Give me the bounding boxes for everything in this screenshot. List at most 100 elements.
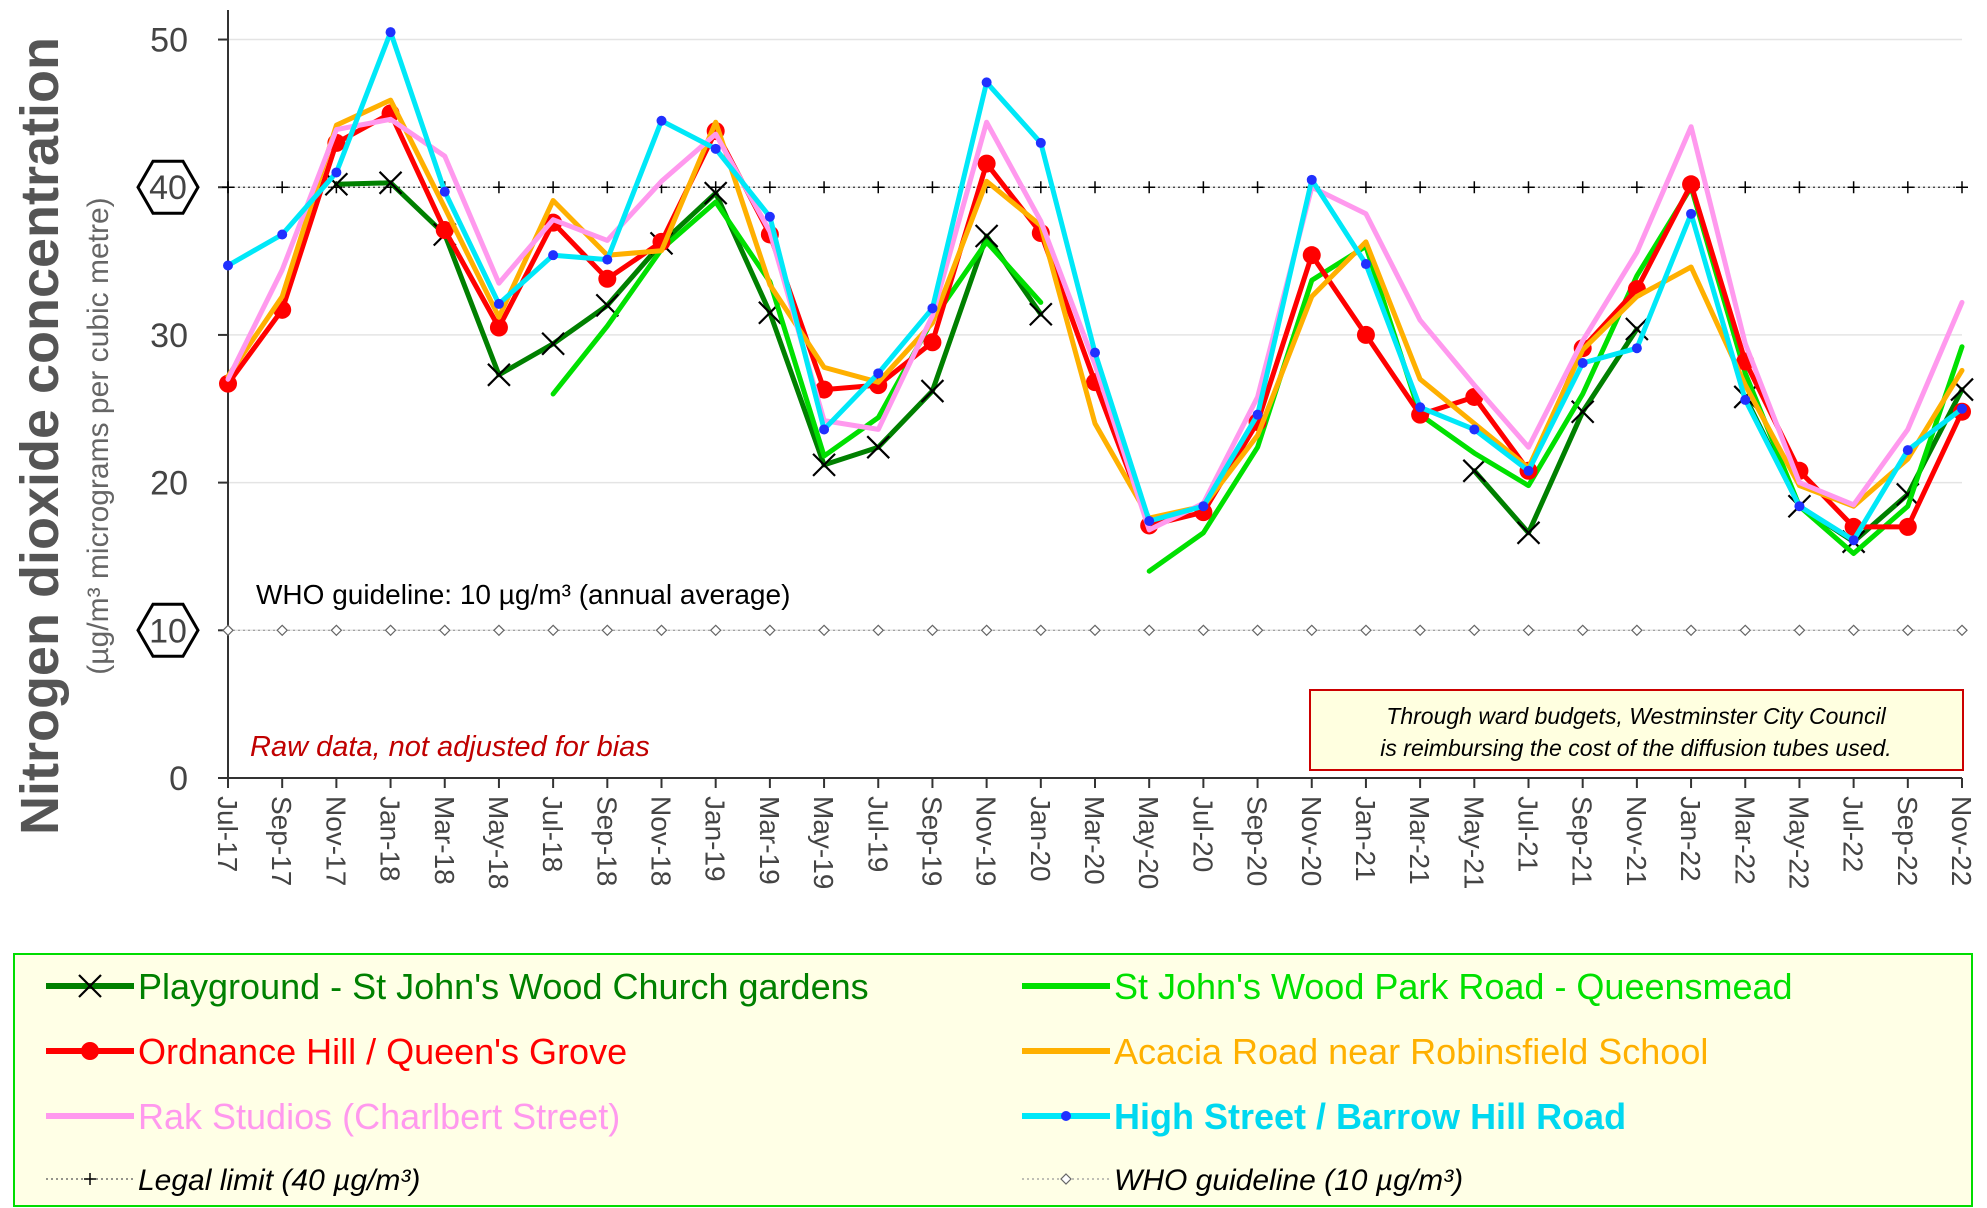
who-guideline-marker (1576, 624, 1589, 637)
data-point (487, 363, 511, 387)
data-point (385, 27, 396, 38)
legal-limit-marker (763, 181, 776, 194)
x-tick-label: May-19 (808, 796, 839, 889)
y-tick-label: 0 (169, 760, 188, 798)
legal-limit-marker (1901, 181, 1914, 194)
who-guideline-marker (764, 624, 776, 637)
who-guideline-marker (1793, 624, 1806, 637)
who-guideline-marker (1847, 624, 1860, 637)
data-point (1469, 424, 1480, 435)
data-point (1898, 517, 1917, 536)
who-guideline-marker (1522, 624, 1535, 637)
legal-limit-marker (1414, 181, 1427, 194)
legal-limit-marker (276, 181, 289, 194)
who-guideline-marker (276, 624, 289, 637)
legal-limit-marker (818, 181, 831, 194)
legal-limit-marker (222, 181, 234, 194)
legend-label: Acacia Road near Robinsfield School (1114, 1031, 1708, 1072)
who-guideline-marker (493, 624, 505, 637)
data-point (1848, 535, 1859, 546)
data-point (81, 1042, 99, 1060)
series-acacia-road-near-robinsfield-school (225, 97, 1965, 521)
who-guideline-marker (655, 624, 668, 637)
data-point (1029, 302, 1053, 327)
x-tick-label: Sep-18 (591, 796, 622, 886)
legal-limit-marker (1089, 181, 1101, 194)
legend-label: Rak Studios (Charlbert Street) (138, 1096, 620, 1137)
funding-note-box: Through ward budgets, Westminster City C… (1309, 689, 1964, 771)
x-tick-label: May-20 (1133, 796, 1164, 889)
data-point (1957, 403, 1967, 414)
legal-limit-marker (492, 181, 505, 194)
data-point (1198, 501, 1209, 512)
who-guideline-marker (709, 624, 722, 637)
data-point (1462, 459, 1487, 483)
who-guideline-marker (1360, 624, 1372, 637)
x-tick-label: Mar-22 (1729, 796, 1760, 885)
x-tick-label: Jan-19 (700, 796, 731, 882)
data-point (1686, 208, 1697, 219)
badge-hexagon (136, 602, 200, 658)
legend-entry: Acacia Road near Robinsfield School (1022, 1031, 1708, 1072)
legal-limit-marker (1739, 181, 1752, 194)
x-tick-label: May-21 (1458, 796, 1489, 889)
legal-limit-marker (1793, 181, 1806, 194)
legal-limit-marker (1576, 181, 1589, 194)
legend-entry: Rak Studios (Charlbert Street) (46, 1096, 620, 1137)
legend-entry: WHO guideline (10 µg/m³) (1022, 1164, 1463, 1197)
data-point (1415, 402, 1426, 413)
x-tick-label: Mar-21 (1404, 796, 1435, 885)
x-tick-label: Nov-22 (1946, 796, 1977, 886)
badge-hexagon (136, 159, 200, 215)
legal-limit-marker (1956, 181, 1968, 194)
funding-note-line-2: is reimbursing the cost of the diffusion… (1380, 735, 1891, 761)
data-point (927, 303, 938, 314)
data-point (378, 171, 403, 195)
y-axis-subtitle: (µg/m³ micrograms per cubic metre) (82, 197, 115, 674)
legal-limit-marker (1197, 181, 1210, 194)
data-point (1631, 343, 1642, 354)
x-tick-label: Nov-18 (646, 796, 677, 886)
legend-label: High Street / Barrow Hill Road (1114, 1096, 1626, 1137)
y-tick-label: 20 (150, 465, 188, 503)
data-point (1302, 246, 1321, 265)
reference-lines (222, 181, 1968, 637)
data-point (1740, 394, 1751, 405)
who-guideline-marker (1143, 624, 1156, 637)
data-point (1061, 1111, 1071, 1121)
badge-label: 10 (149, 612, 187, 650)
y-tick-label: 50 (150, 22, 188, 60)
legal-limit-marker (1847, 181, 1860, 194)
legal-limit-marker (1143, 181, 1156, 194)
x-tick-label: Jan-18 (375, 796, 406, 882)
series-lines (219, 27, 1974, 574)
badge-label: 40 (149, 169, 187, 207)
data-point (1682, 175, 1701, 194)
x-tick-label: May-22 (1783, 796, 1814, 889)
x-tick-label: Jul-22 (1838, 796, 1869, 872)
data-point (598, 269, 617, 288)
data-point (78, 974, 102, 998)
data-point (1356, 325, 1375, 344)
data-point (489, 318, 508, 337)
who-guideline-marker (1414, 624, 1426, 637)
data-point (219, 374, 237, 393)
raw-data-note: Raw data, not adjusted for bias (250, 731, 650, 763)
data-point (819, 424, 830, 435)
legend-label: Playground - St John's Wood Church garde… (138, 966, 869, 1007)
who-guideline-marker (872, 624, 885, 637)
data-point (1035, 137, 1046, 148)
legend: Playground - St John's Wood Church garde… (13, 953, 1973, 1207)
legal-limit-marker (1630, 181, 1643, 194)
data-point (439, 186, 450, 197)
legal-limit-marker (1522, 181, 1535, 194)
data-point (764, 211, 775, 222)
who-guideline-marker (818, 624, 830, 637)
data-point (493, 298, 504, 309)
who-guideline-marker (1089, 624, 1101, 637)
x-tick-label: Nov-20 (1296, 796, 1327, 886)
x-tick-label: Jul-17 (212, 796, 243, 872)
data-point (1252, 409, 1263, 420)
x-tick-label: Mar-19 (754, 796, 785, 885)
